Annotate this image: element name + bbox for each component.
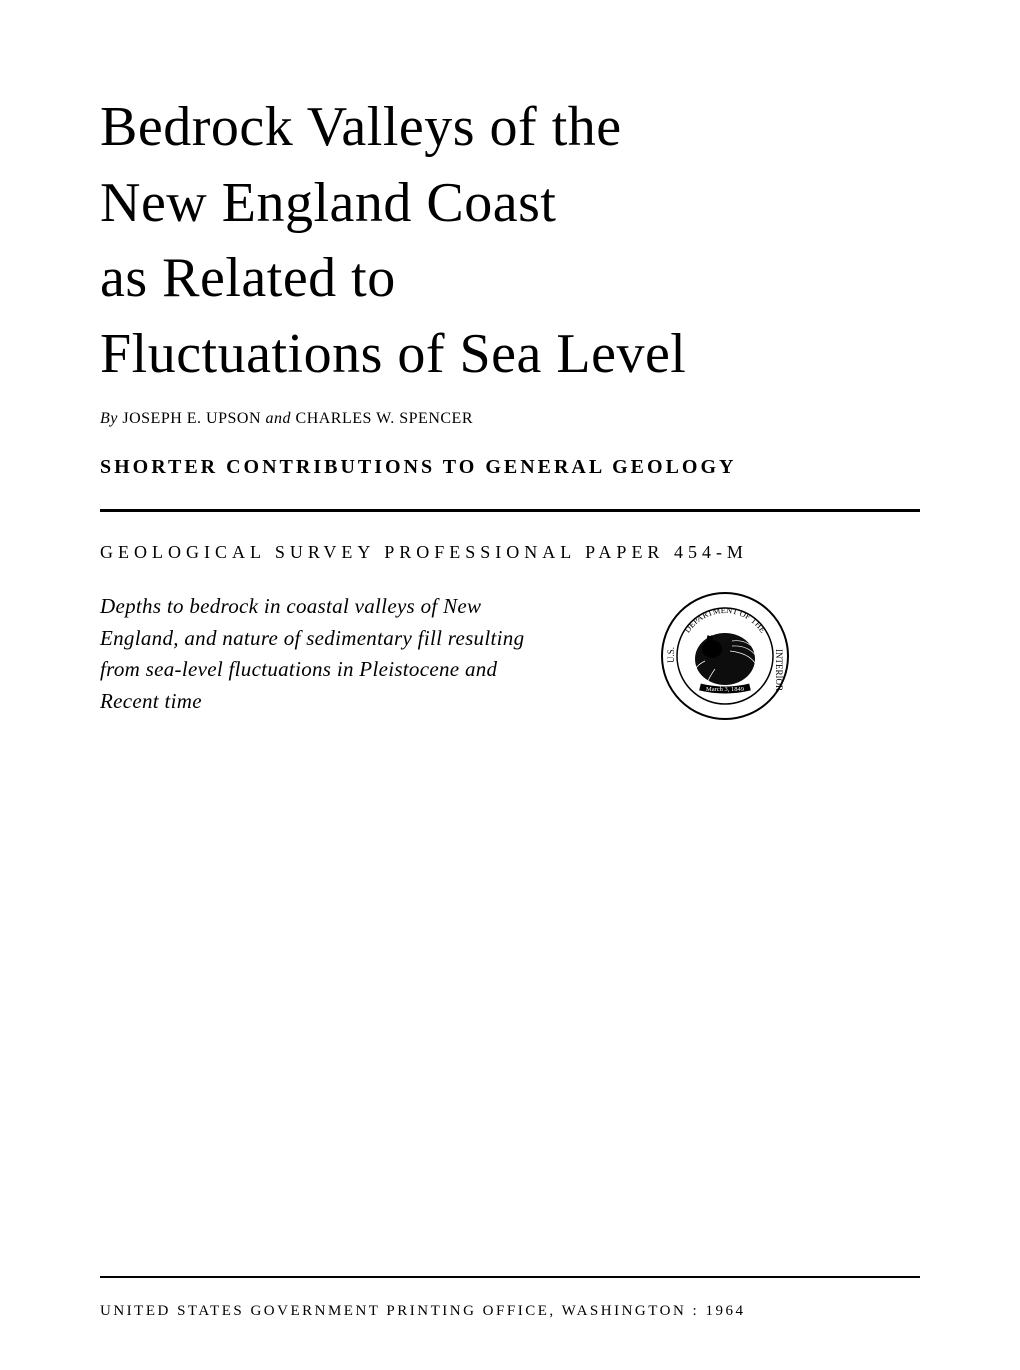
interior-seal-icon: DEPARTMENT OF THE U.S. INTERIOR March 3,… bbox=[660, 591, 790, 721]
title-line-2: New England Coast bbox=[100, 166, 920, 242]
author-1: JOSEPH E. UPSON bbox=[122, 410, 261, 427]
description-seal-row: Depths to bedrock in coastal valleys of … bbox=[100, 591, 920, 726]
title-block: Bedrock Valleys of the New England Coast… bbox=[100, 90, 920, 392]
title-line-1: Bedrock Valleys of the bbox=[100, 90, 920, 166]
footer-text: UNITED STATES GOVERNMENT PRINTING OFFICE… bbox=[100, 1303, 920, 1320]
description-text: Depths to bedrock in coastal valleys of … bbox=[100, 591, 560, 717]
byline-and-label: and bbox=[266, 410, 292, 427]
department-seal: DEPARTMENT OF THE U.S. INTERIOR March 3,… bbox=[660, 591, 790, 726]
title-line-3: as Related to bbox=[100, 241, 920, 317]
paper-identifier: GEOLOGICAL SURVEY PROFESSIONAL PAPER 454… bbox=[100, 542, 920, 563]
horizontal-rule-bottom bbox=[100, 1276, 920, 1278]
horizontal-rule-top bbox=[100, 509, 920, 512]
byline: By JOSEPH E. UPSON and CHARLES W. SPENCE… bbox=[100, 410, 920, 428]
seal-right-text: INTERIOR bbox=[774, 649, 784, 691]
seal-left-text: U.S. bbox=[666, 647, 676, 663]
series-title: SHORTER CONTRIBUTIONS TO GENERAL GEOLOGY bbox=[100, 456, 920, 479]
author-2: CHARLES W. SPENCER bbox=[296, 410, 473, 427]
byline-by-label: By bbox=[100, 410, 118, 427]
footer-section: UNITED STATES GOVERNMENT PRINTING OFFICE… bbox=[100, 1276, 920, 1320]
title-line-4: Fluctuations of Sea Level bbox=[100, 317, 920, 393]
seal-date-text: March 3, 1849 bbox=[706, 686, 744, 693]
